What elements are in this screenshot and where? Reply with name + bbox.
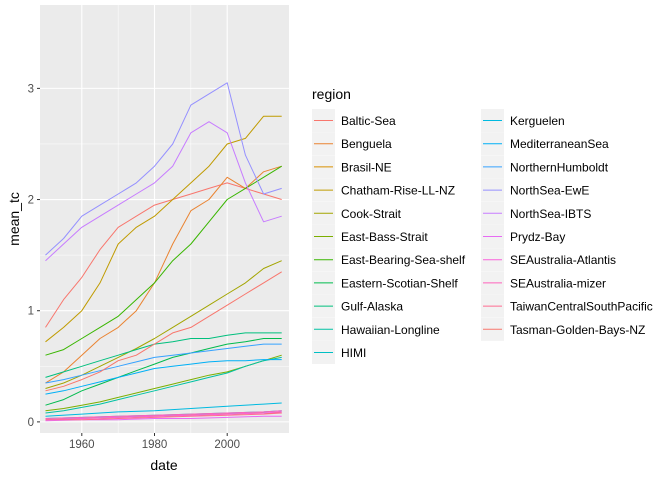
x-tick-label: 1960 <box>69 439 95 451</box>
series-line <box>45 411 282 421</box>
legend-label: Cook-Strait <box>341 207 402 221</box>
y-tick-label: 3 <box>28 83 34 95</box>
series-line <box>45 165 282 356</box>
x-tick-label: 2000 <box>214 439 240 451</box>
legend-item: NorthSea-IBTS <box>481 201 591 225</box>
legend-item: Prydz-Bay <box>481 225 565 248</box>
legend-item: Tasman-Golden-Bays-NZ <box>481 317 645 341</box>
legend-label: SEAustralia-mizer <box>510 276 606 290</box>
legend-label: Eastern-Scotian-Shelf <box>341 276 458 290</box>
legend-item: Kerguelen <box>481 109 565 132</box>
legend-label: SEAustralia-Atlantis <box>510 253 616 267</box>
legend-label: East-Bass-Strait <box>341 230 428 244</box>
series-line <box>45 402 282 417</box>
legend-label: NorthSea-EwE <box>510 184 589 198</box>
legend-item: MediterraneanSea <box>481 132 609 156</box>
legend-item: Baltic-Sea <box>312 109 396 132</box>
series-line <box>45 271 282 392</box>
legend-item: Benguela <box>312 132 392 156</box>
legend-label: Chatham-Rise-LL-NZ <box>341 184 455 198</box>
legend-item: East-Bass-Strait <box>312 225 428 248</box>
legend-item: SEAustralia-mizer <box>481 271 606 295</box>
legend-label: TaiwanCentralSouthPacific <box>510 300 653 314</box>
legend-label: HIMI <box>341 346 366 360</box>
legend-label: Gulf-Alaska <box>341 300 403 314</box>
plot-background <box>40 5 289 433</box>
legend-item: NorthernHumboldt <box>481 155 609 179</box>
y-axis-title: mean_tc <box>6 192 22 246</box>
y-tick-label: 0 <box>28 417 34 429</box>
legend-title: region <box>312 86 351 102</box>
series-line <box>45 356 282 414</box>
legend-items: Baltic-Sea Benguela Brasil-NE Chatham-Rise-… <box>312 109 653 364</box>
legend-label: NorthSea-IBTS <box>510 207 591 221</box>
axes: 0 1 2 3 1960 1980 2000 date mean_tc <box>6 83 240 473</box>
legend-label: MediterraneanSea <box>510 137 609 151</box>
legend-item: Gulf-Alaska <box>312 294 403 318</box>
legend-item: Chatham-Rise-LL-NZ <box>312 178 455 202</box>
series-line <box>45 410 282 419</box>
legend-item: Brasil-NE <box>312 155 392 179</box>
legend-label: Brasil-NE <box>341 160 392 174</box>
legend-label: NorthernHumboldt <box>510 160 609 174</box>
series-line <box>45 121 282 262</box>
legend-item: Eastern-Scotian-Shelf <box>312 271 458 295</box>
legend: region Baltic-Sea Benguela Brasil-NE Chatha… <box>312 86 653 364</box>
series-line <box>45 82 282 256</box>
series-line <box>45 338 282 406</box>
y-tick-label: 1 <box>28 306 34 318</box>
series-line <box>45 115 282 343</box>
plot-panel <box>40 5 289 433</box>
series-line <box>45 260 282 389</box>
legend-label: Hawaiian-Longline <box>341 323 440 337</box>
legend-item: NorthSea-EwE <box>481 178 589 202</box>
series-line <box>45 165 282 384</box>
legend-item: SEAustralia-Atlantis <box>481 248 616 272</box>
legend-item: Cook-Strait <box>312 201 402 225</box>
x-axis-title: date <box>150 457 177 473</box>
legend-label: Prydz-Bay <box>510 230 565 244</box>
series-line <box>45 332 282 378</box>
series-line <box>45 343 282 384</box>
legend-item: East-Bearing-Sea-shelf <box>312 248 466 272</box>
series-line <box>45 359 282 395</box>
legend-item: Hawaiian-Longline <box>312 317 440 341</box>
series-lines <box>45 82 282 422</box>
y-axis-ticks: 0 1 2 3 <box>28 83 40 429</box>
x-axis-ticks: 1960 1980 2000 <box>69 433 240 451</box>
legend-label: Benguela <box>341 137 392 151</box>
series-line <box>45 412 282 421</box>
series-line <box>45 182 282 328</box>
y-tick-label: 2 <box>28 195 34 207</box>
legend-item: HIMI <box>312 341 366 364</box>
legend-label: East-Bearing-Sea-shelf <box>341 253 466 267</box>
legend-item: TaiwanCentralSouthPacific <box>481 294 653 318</box>
x-tick-label: 1980 <box>142 439 168 451</box>
legend-label: Kerguelen <box>510 114 565 128</box>
legend-label: Tasman-Golden-Bays-NZ <box>510 323 645 337</box>
legend-label: Baltic-Sea <box>341 114 396 128</box>
